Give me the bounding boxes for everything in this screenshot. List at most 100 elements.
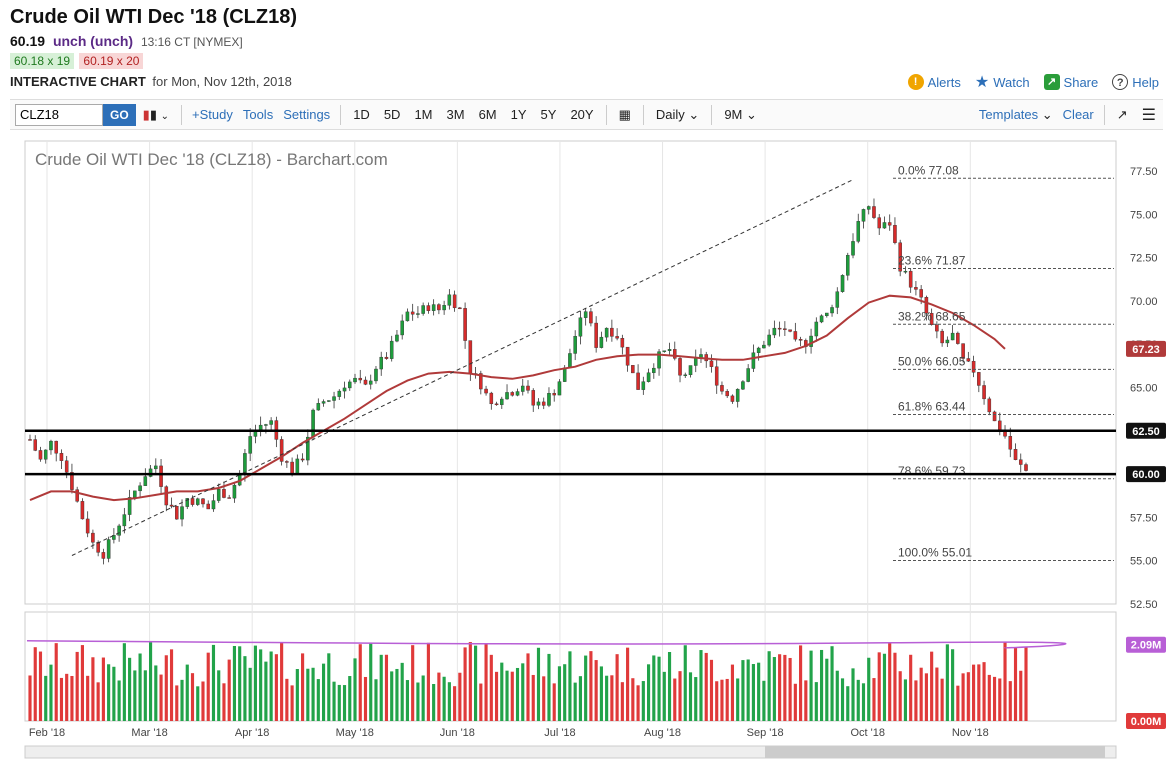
span-select[interactable]: 9M ⌄: [717, 107, 764, 123]
candle-body: [195, 498, 200, 505]
candlestick-type-icon[interactable]: ▮▮ ⌄: [142, 106, 169, 122]
candle-body: [882, 222, 887, 229]
volume-bar: [694, 677, 698, 721]
volume-bar: [673, 678, 677, 721]
price-badge-label: 62.50: [1132, 426, 1160, 438]
volume-bar: [725, 678, 729, 721]
candle-body: [206, 503, 211, 510]
x-tick-label: Oct '18: [850, 727, 885, 739]
templates-select[interactable]: Templates ⌄: [974, 107, 1058, 123]
candle-body: [112, 535, 116, 540]
volume-bar: [531, 674, 535, 721]
candle-body: [374, 368, 378, 382]
go-button[interactable]: GO: [103, 103, 136, 126]
x-tick-label: Feb '18: [29, 727, 65, 739]
study-button[interactable]: +Study: [192, 107, 233, 122]
range-6m[interactable]: 6M: [478, 107, 497, 122]
range-5y[interactable]: 5Y: [540, 107, 557, 122]
chart-area[interactable]: Feb '18 Mar '18 Apr '18 May '18 Jun '18 Jul '…: [0, 131, 1169, 776]
volume-bar: [143, 670, 147, 721]
expand-icon[interactable]: ↗: [1116, 106, 1128, 122]
help-link[interactable]: ? Help: [1112, 72, 1159, 92]
candle-body: [159, 465, 163, 487]
volume-bar: [919, 667, 923, 721]
volume-bar: [526, 653, 530, 721]
volume-bar: [65, 673, 69, 721]
candle-body: [840, 275, 845, 292]
x-tick-label: Mar '18: [131, 727, 167, 739]
price-chart[interactable]: Feb '18 Mar '18 Apr '18 May '18 Jun '18 Jul '…: [0, 131, 1169, 776]
candle-body: [856, 221, 861, 242]
range-5d[interactable]: 5D: [383, 107, 401, 122]
volume-bar: [610, 675, 614, 721]
candle-body: [866, 206, 871, 210]
range-1d[interactable]: 1D: [353, 107, 370, 122]
volume-bar: [122, 643, 126, 721]
volume-bar: [232, 645, 237, 721]
volume-bar: [730, 664, 735, 721]
range-20y[interactable]: 20Y: [570, 107, 594, 122]
volume-bar: [500, 662, 504, 721]
volume-bar: [851, 668, 855, 721]
volume-bar: [458, 672, 462, 721]
volume-bar: [169, 649, 174, 721]
star-icon: ★: [974, 74, 990, 91]
candle-body: [332, 396, 336, 401]
candle-body: [536, 401, 541, 406]
candle-body: [903, 270, 908, 273]
symbol-input[interactable]: [15, 103, 103, 126]
volume-bar: [80, 645, 84, 721]
alerts-link[interactable]: ! Alerts: [907, 72, 961, 92]
calendar-icon[interactable]: ▦: [618, 106, 631, 122]
volume-bar: [227, 659, 231, 721]
volume-bar: [799, 645, 803, 721]
volume-bar: [961, 673, 965, 721]
candle-body: [321, 401, 326, 404]
range-1m[interactable]: 1M: [414, 107, 433, 122]
share-link[interactable]: ↗ Share: [1043, 72, 1098, 92]
volume-bar: [426, 642, 430, 721]
range-1y[interactable]: 1Y: [510, 107, 527, 122]
period-select[interactable]: Daily ⌄: [649, 107, 706, 123]
candle-body: [54, 440, 58, 454]
divider: [181, 104, 182, 125]
volume-bar: [489, 654, 493, 721]
volume-bar: [636, 685, 640, 721]
candle-body: [363, 379, 368, 385]
volume-bar: [348, 676, 352, 721]
volume-bar: [736, 678, 740, 721]
volume-bar: [148, 642, 153, 721]
candle-body: [143, 476, 148, 486]
volume-bar: [882, 653, 887, 721]
candle-body: [693, 357, 698, 366]
watch-link[interactable]: ★ Watch: [975, 72, 1030, 92]
candle-body: [631, 365, 635, 374]
candle-body: [148, 468, 153, 477]
volume-bar: [138, 653, 142, 721]
candle-body: [232, 484, 237, 499]
candle-body: [929, 312, 934, 325]
volume-bar: [951, 649, 955, 721]
candle-body: [389, 340, 394, 359]
candle-body: [1013, 449, 1018, 460]
volume-bar: [757, 662, 761, 721]
alert-icon: !: [907, 74, 924, 90]
candle-body: [306, 436, 310, 461]
candle-body: [589, 311, 593, 324]
price-line: 60.19 unch (unch) 13:16 CT [NYMEX]: [10, 33, 243, 49]
candle-body: [227, 497, 231, 499]
candle-body: [59, 453, 64, 461]
settings-button[interactable]: Settings: [283, 107, 331, 122]
fib-level-label: 100.0% 55.01: [898, 546, 972, 560]
candle-body: [505, 392, 509, 400]
menu-icon[interactable]: ☰: [1141, 106, 1156, 124]
volume-bar: [767, 651, 771, 721]
volume-badge-label: 0.00M: [1131, 716, 1162, 728]
volume-bar: [33, 647, 37, 721]
volume-bar: [861, 683, 866, 721]
clear-button[interactable]: Clear: [1062, 107, 1094, 122]
fib-level-label: 23.6% 71.87: [898, 254, 966, 268]
tools-button[interactable]: Tools: [242, 107, 274, 122]
range-3m[interactable]: 3M: [446, 107, 465, 122]
candle-body: [735, 388, 740, 402]
